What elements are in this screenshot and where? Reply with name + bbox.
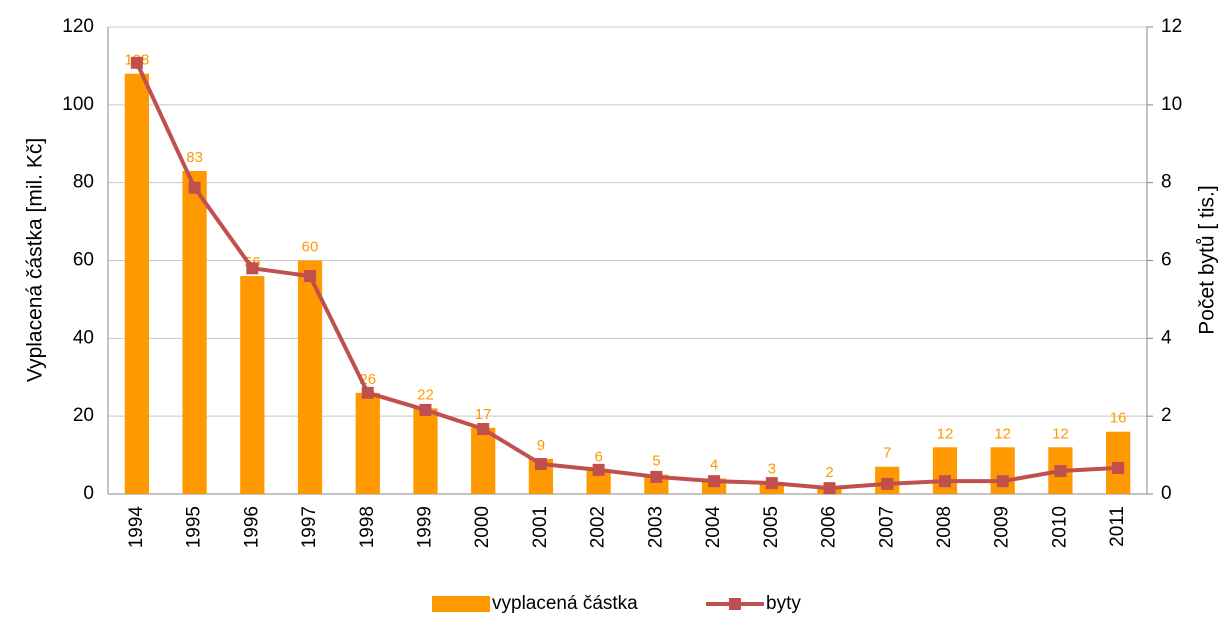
value-label: 60	[302, 238, 319, 255]
y2-tick-label: 8	[1161, 172, 1172, 193]
x-tick-label: 2006	[819, 506, 840, 548]
marker	[938, 475, 951, 488]
y-tick-label: 60	[73, 250, 94, 271]
y2-tick-label: 6	[1161, 250, 1172, 271]
bar	[355, 392, 380, 494]
marker	[650, 470, 663, 483]
value-label: 12	[937, 425, 954, 442]
bar	[124, 73, 149, 494]
value-label: 5	[652, 453, 660, 470]
x-tick-label: 1996	[241, 506, 262, 548]
bar	[413, 408, 438, 494]
x-tick-label: 1997	[299, 506, 320, 548]
marker	[188, 181, 201, 194]
x-tick-label: 2009	[992, 506, 1013, 548]
marker	[996, 475, 1009, 488]
marker	[708, 475, 721, 488]
value-label: 6	[594, 449, 602, 466]
value-label: 3	[768, 460, 776, 477]
y-tick-label: 40	[73, 327, 94, 348]
value-label: 83	[186, 149, 203, 166]
bar	[644, 474, 669, 494]
x-tick-label: 2003	[645, 506, 666, 548]
x-tick-label: 1994	[126, 506, 147, 549]
x-tick-label: 2007	[876, 506, 897, 548]
value-label: 17	[475, 406, 492, 423]
value-label: 7	[883, 445, 891, 462]
y2-tick-label: 2	[1161, 405, 1172, 426]
bar	[586, 470, 611, 494]
x-tick-label: 2004	[703, 506, 724, 549]
x-tick-label: 2000	[472, 506, 493, 548]
value-label: 12	[1052, 425, 1069, 442]
x-tick-label: 2011	[1107, 506, 1128, 547]
line	[135, 61, 1119, 491]
y2-tick-label: 4	[1161, 327, 1172, 348]
value-label: 9	[537, 437, 545, 454]
marker	[246, 262, 259, 275]
y-tick-label: 80	[73, 172, 94, 193]
marker	[304, 270, 317, 283]
value-label: 4	[710, 456, 718, 473]
bar	[471, 427, 496, 494]
bar	[182, 170, 207, 494]
y2-tick-label: 0	[1161, 483, 1172, 504]
y-tick-label: 100	[62, 94, 94, 115]
legend-swatch	[432, 596, 490, 612]
x-tick-label: 1995	[184, 506, 205, 548]
marker	[130, 56, 143, 69]
marker	[1054, 465, 1067, 478]
value-label: 16	[1110, 410, 1127, 427]
marker	[534, 458, 547, 471]
legend-label: byty	[766, 593, 801, 614]
x-tick-label: 2005	[761, 506, 782, 548]
marker	[881, 477, 894, 490]
y-axis-label: Vyplacená částka [mil. Kč]	[24, 138, 47, 382]
y2-tick-label: 10	[1161, 94, 1182, 115]
legend-label: vyplacená částka	[492, 593, 638, 614]
legend-swatch	[729, 598, 741, 610]
marker	[361, 386, 374, 399]
y-tick-label: 120	[62, 16, 94, 37]
y2-tick-label: 12	[1161, 16, 1182, 37]
x-tick-label: 2008	[934, 506, 955, 548]
x-tick-label: 2002	[588, 506, 609, 548]
x-tick-label: 1999	[414, 506, 435, 548]
y-tick-label: 20	[73, 405, 94, 426]
value-label: 12	[994, 425, 1011, 442]
y2-axis-label: Počet bytů [ tis.]	[1196, 185, 1219, 334]
value-label: 2	[825, 464, 833, 481]
marker	[765, 477, 778, 490]
bar	[297, 260, 323, 494]
marker	[592, 463, 605, 476]
marker	[1112, 461, 1125, 474]
x-tick-label: 2001	[530, 506, 551, 548]
marker	[419, 403, 432, 416]
bar	[240, 276, 265, 494]
marker	[823, 482, 836, 495]
marker	[477, 423, 490, 436]
value-label: 22	[417, 386, 434, 403]
y-tick-label: 0	[83, 483, 94, 504]
x-tick-label: 2010	[1049, 506, 1070, 548]
x-tick-label: 1998	[357, 506, 378, 548]
